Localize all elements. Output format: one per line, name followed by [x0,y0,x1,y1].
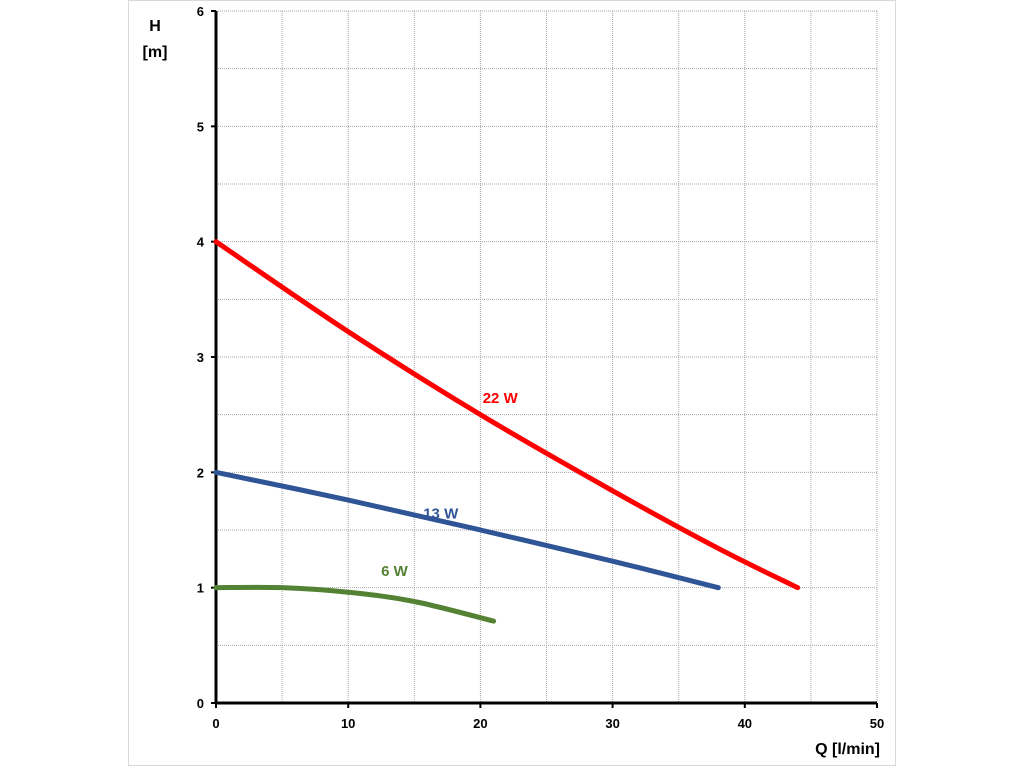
chart-frame [128,0,896,766]
x-tick-label: 10 [341,716,355,731]
y-tick-label: 4 [197,235,205,250]
series: 22 W 13 W 6 W [213,239,801,624]
y-tick-label: 0 [197,696,204,711]
series-line-6w [213,584,497,624]
y-tick-label: 3 [197,350,204,365]
series-label-22w: 22 W [483,390,519,407]
x-tick-label: 30 [605,716,619,731]
series-label-6w: 6 W [381,563,409,580]
x-axis-title: Q [l/min] [815,741,880,758]
y-tick-label: 1 [197,581,204,596]
y-tick-label: 5 [197,119,204,134]
x-tick-label: 20 [473,716,487,731]
series-label-13w: 13 W [423,505,459,522]
y-tick-label: 6 [197,4,204,19]
series-line-22w [213,239,801,591]
series-line-13w [213,469,721,591]
y-tick-label: 2 [197,465,204,480]
tick-labels: 0 1 2 3 4 5 6 0 10 20 30 40 50 [197,4,884,731]
grid [216,10,878,703]
y-axis-title-line1: H [149,18,161,35]
x-tick-label: 50 [870,716,884,731]
x-tick-label: 40 [738,716,752,731]
x-tick-label: 0 [212,716,219,731]
y-axis-title-line2: [m] [143,44,168,61]
